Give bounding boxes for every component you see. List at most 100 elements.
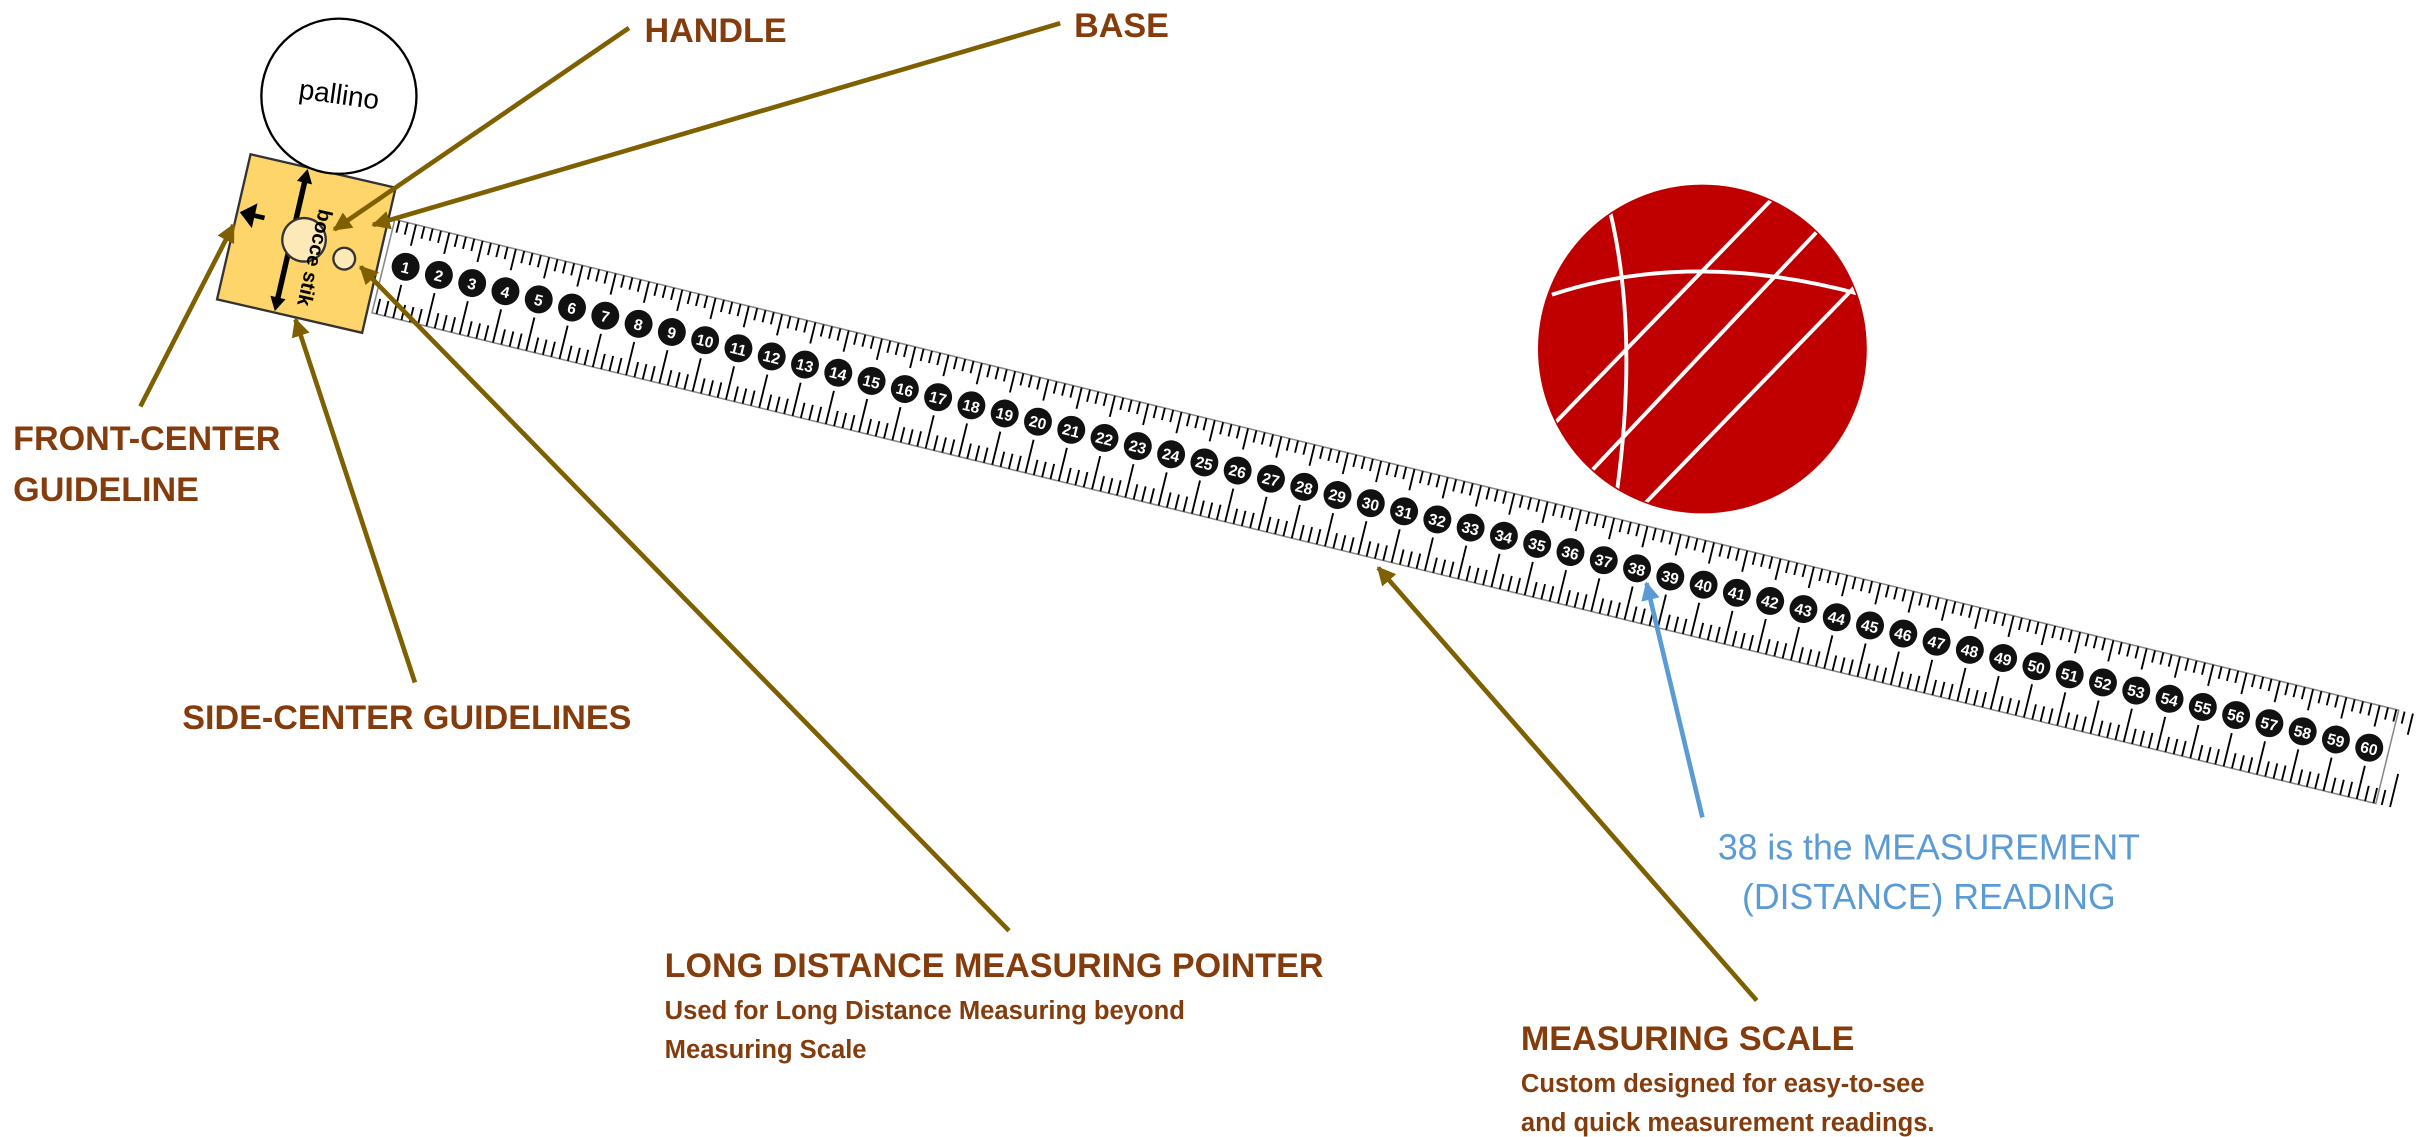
tick — [1360, 456, 1366, 470]
tick — [2007, 615, 2015, 638]
scale-number: 40 — [1693, 576, 1714, 597]
scale-number: 60 — [2358, 739, 2379, 760]
tick — [1275, 436, 1283, 458]
scale-number: 13 — [794, 356, 815, 377]
tick — [383, 300, 390, 317]
tick — [2114, 724, 2121, 741]
tick — [1490, 553, 1501, 588]
tick — [1042, 379, 1050, 401]
tick — [1224, 488, 1235, 523]
tick — [2300, 686, 2306, 700]
scale-marker — [1390, 497, 1419, 526]
tick — [1690, 602, 1701, 637]
tick — [903, 344, 908, 358]
tick — [2040, 623, 2048, 646]
scale-marker — [757, 342, 786, 371]
scale-marker — [2022, 652, 2051, 681]
tick — [866, 418, 873, 435]
tick — [1382, 545, 1388, 561]
tick — [1009, 371, 1016, 393]
tick — [1232, 508, 1239, 525]
scale-marker — [1024, 407, 1052, 436]
tick — [1535, 499, 1541, 512]
tick — [1465, 565, 1472, 582]
tick — [2355, 765, 2366, 800]
tick — [2001, 613, 2007, 627]
scale-marker — [1323, 481, 1352, 509]
scale-marker — [1623, 554, 1652, 583]
tick — [1474, 485, 1482, 507]
tick — [1285, 438, 1291, 451]
tick — [1582, 594, 1588, 610]
tick — [1324, 512, 1335, 547]
tick — [658, 349, 669, 384]
tick — [2051, 625, 2057, 639]
tick — [1656, 594, 1667, 628]
tick — [1893, 587, 1898, 600]
tick — [799, 402, 806, 419]
tick — [1161, 407, 1166, 421]
tick — [2234, 670, 2240, 684]
scale-number: 26 — [1227, 462, 1248, 483]
tick — [2267, 678, 2273, 692]
tick — [2140, 648, 2148, 670]
tick — [986, 364, 992, 378]
tick — [576, 265, 584, 287]
tick — [528, 252, 534, 266]
tick — [1527, 497, 1532, 510]
scale-number: 35 — [1526, 535, 1547, 556]
tick — [470, 238, 476, 252]
tick — [1435, 475, 1441, 488]
scale-marker — [524, 285, 553, 314]
tick — [982, 447, 989, 463]
tick — [1102, 393, 1108, 407]
tick — [1468, 483, 1474, 496]
tick — [1981, 691, 1987, 708]
tick — [2347, 781, 2354, 798]
tick — [2305, 771, 2312, 787]
scale-number: 34 — [1493, 527, 1514, 548]
scale-number: 38 — [1626, 560, 1647, 581]
tick — [425, 292, 436, 327]
tick — [1393, 464, 1399, 478]
tick — [1823, 635, 1834, 669]
tick — [2097, 720, 2104, 736]
tick — [2164, 736, 2170, 753]
tick — [2106, 722, 2112, 738]
tick — [533, 337, 540, 353]
leader-line — [138, 223, 236, 408]
scale-number: 52 — [2092, 674, 2113, 695]
tick — [691, 358, 702, 392]
pallino — [260, 17, 418, 175]
tick — [1485, 487, 1491, 500]
tick — [525, 317, 536, 351]
scale-marker — [1789, 595, 1818, 624]
tick — [1061, 383, 1066, 396]
tick — [509, 248, 517, 271]
tick — [1265, 516, 1272, 533]
tick — [2173, 656, 2181, 678]
scale-number: 50 — [2026, 658, 2047, 679]
scale-marker — [1223, 456, 1252, 485]
tick — [933, 435, 939, 451]
tick — [1640, 608, 1646, 624]
tick — [1169, 409, 1175, 423]
tick — [816, 406, 823, 423]
tick — [2197, 744, 2204, 761]
tick — [1715, 626, 1721, 643]
tick — [1332, 532, 1338, 549]
scale-number: 11 — [728, 340, 748, 360]
tick — [1415, 553, 1422, 569]
scale-marker — [1123, 432, 1152, 461]
tick — [1335, 450, 1341, 464]
tick — [861, 334, 867, 347]
tick — [1841, 574, 1849, 597]
tick — [2367, 703, 2373, 716]
tick — [2039, 706, 2046, 722]
tick — [1515, 577, 1521, 594]
leader-line — [371, 21, 1061, 230]
tick — [1141, 486, 1147, 502]
tick — [566, 345, 573, 362]
tick — [2072, 714, 2079, 730]
